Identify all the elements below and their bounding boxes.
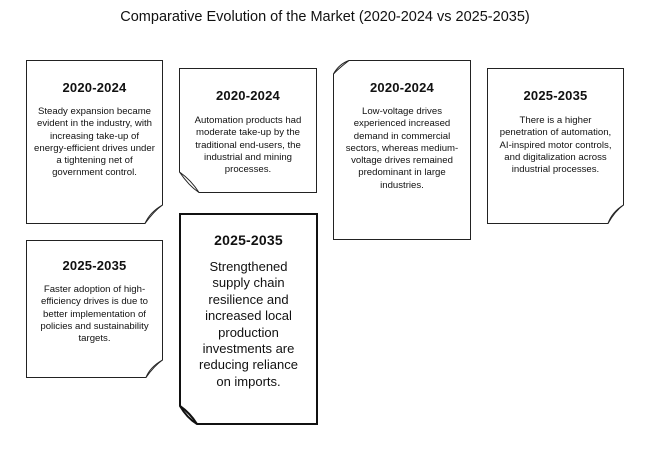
card-year: 2020-2024 xyxy=(62,80,127,95)
note-frame xyxy=(179,213,318,425)
note-frame xyxy=(333,60,471,240)
note-frame xyxy=(179,68,317,193)
note-card-2020-2024-automation: 2020-2024 Automation products had modera… xyxy=(179,68,317,193)
card-text: Steady expansion became evident in the i… xyxy=(34,106,155,179)
note-card-2020-2024-efficiency: 2020-2024 Steady expansion became eviden… xyxy=(26,60,163,224)
note-card-2020-2024-voltage: 2020-2024 Low-voltage drives experienced… xyxy=(333,60,471,240)
page-title: Comparative Evolution of the Market (202… xyxy=(120,9,530,25)
card-year: 2020-2024 xyxy=(216,88,280,103)
card-year: 2025-2035 xyxy=(62,258,127,273)
note-card-2025-2035-automation: 2025-2035 There is a higher penetration … xyxy=(487,68,624,224)
card-year: 2025-2035 xyxy=(523,88,588,103)
note-frame xyxy=(487,68,624,224)
note-card-2025-2035-supply-chain: 2025-2035 Strengthened supply chain resi… xyxy=(179,213,318,425)
note-frame xyxy=(26,240,163,378)
card-text: There is a higher penetration of automat… xyxy=(499,115,612,176)
card-text: Low-voltage drives experienced increased… xyxy=(345,106,459,191)
card-year: 2020-2024 xyxy=(370,80,434,95)
card-text: Strengthened supply chain resilience and… xyxy=(198,259,298,389)
note-frame xyxy=(26,60,163,224)
note-card-2025-2035-efficiency: 2025-2035 Faster adoption of high-effici… xyxy=(26,240,163,378)
card-text: Faster adoption of high-efficiency drive… xyxy=(40,284,149,345)
card-year: 2025-2035 xyxy=(214,232,283,248)
card-text: Automation products had moderate take-up… xyxy=(194,115,302,176)
